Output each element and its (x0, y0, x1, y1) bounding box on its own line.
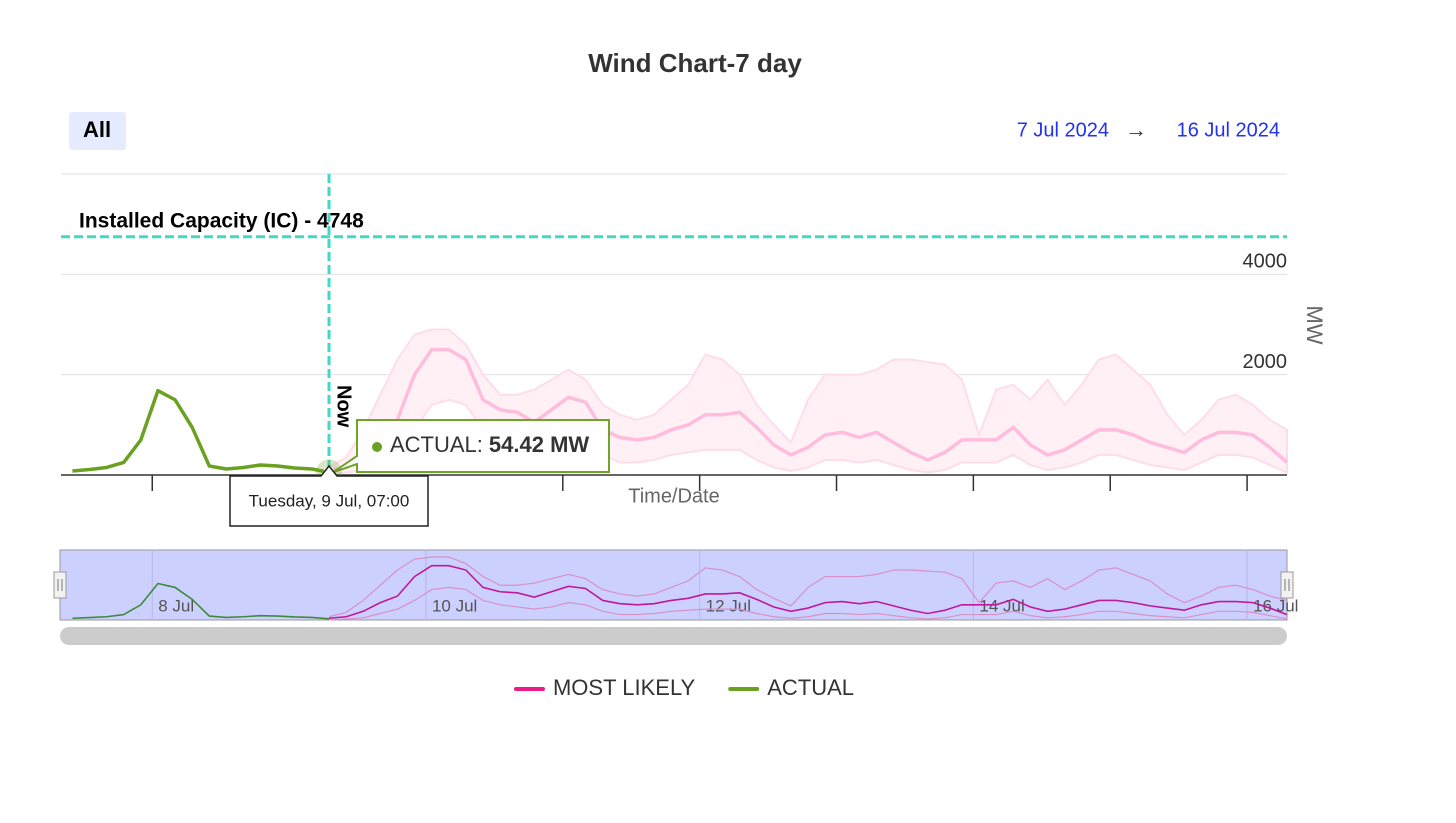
tooltip-label: ACTUAL: (390, 432, 483, 457)
date-tooltip-box (229, 464, 429, 527)
date-tooltip-text: Tuesday, 9 Jul, 07:00 (249, 491, 410, 510)
legend-item[interactable]: MOST LIKELY (513, 675, 696, 700)
tooltip-value: 54.42 MW (489, 432, 589, 457)
tooltip-box (332, 419, 611, 474)
navigator-line (72, 582, 330, 620)
y-tick-label: 2000 (1243, 351, 1288, 373)
navigator-band-line (328, 556, 1288, 618)
now-label: Now (333, 385, 355, 428)
range-button[interactable]: All (83, 117, 111, 142)
legend-label: ACTUAL (767, 675, 854, 700)
y-tick-label: 4000 (1243, 251, 1288, 273)
legend-item[interactable]: ACTUAL (728, 675, 854, 700)
navigator-handle[interactable] (1280, 571, 1294, 599)
navigator-tick-label: 12 Jul (706, 596, 751, 615)
legend-label: MOST LIKELY (553, 675, 696, 700)
navigator-line (328, 564, 1288, 620)
date-arrow: → (1125, 117, 1147, 142)
navigator-tick-label: 8 Jul (158, 596, 194, 615)
chart-title: Wind Chart-7 day (588, 48, 802, 78)
navigator-band-line (328, 586, 1288, 621)
range-button-bg[interactable] (69, 112, 126, 150)
scrollbar[interactable] (60, 627, 1287, 645)
series-line (328, 347, 1289, 473)
tooltip-dot (372, 442, 383, 452)
legend: MOST LIKELY ACTUAL (513, 675, 854, 700)
tooltip-text: ACTUAL: 54.42 MW (390, 432, 589, 457)
forecast-band (328, 328, 1288, 477)
y-axis-title: MW (1302, 305, 1327, 344)
navigator-handle[interactable] (53, 571, 67, 599)
navigator-tick-label: 10 Jul (432, 596, 477, 615)
navigator-tick-label: 16 Jul (1253, 596, 1298, 615)
date-to[interactable]: 16 Jul 2024 (1177, 119, 1280, 141)
navigator-bg (59, 549, 1288, 621)
x-axis-title: Time/Date (628, 485, 720, 507)
capacity-label: Installed Capacity (IC) - 4748 (79, 209, 364, 232)
series-line (72, 388, 330, 474)
date-from[interactable]: 7 Jul 2024 (1017, 119, 1109, 141)
